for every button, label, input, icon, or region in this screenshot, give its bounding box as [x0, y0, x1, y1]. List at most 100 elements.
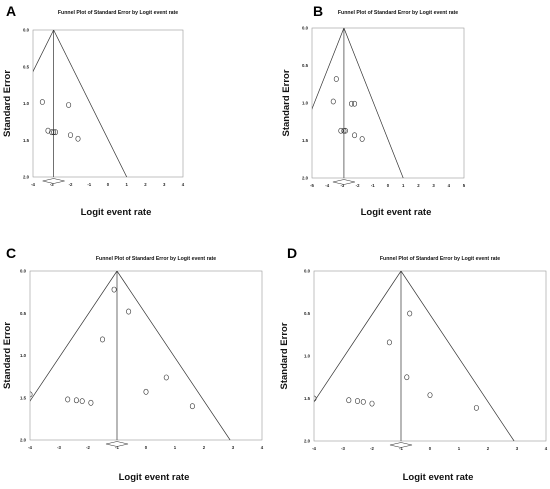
x-tick-label: -4: [325, 183, 329, 188]
study-point: [359, 136, 365, 142]
study-point: [49, 129, 55, 136]
x-tick-label: 2: [417, 183, 420, 188]
study-point: [346, 397, 352, 404]
x-tick-label: 3: [432, 183, 435, 188]
x-tick-label: 1: [174, 445, 177, 450]
summary-diamond: [105, 441, 129, 447]
y-tick-label: 1.5: [23, 138, 30, 143]
funnel-right-line: [400, 271, 515, 441]
x-tick-label: 4: [261, 445, 264, 450]
study-point: [369, 400, 375, 407]
x-tick-label: -3: [340, 183, 344, 188]
y-tick-label: 1.0: [304, 354, 311, 359]
x-tick-label: 2: [144, 182, 147, 187]
study-point: [51, 129, 57, 136]
panel-letter: D: [287, 245, 297, 261]
x-tick-label: 0: [429, 446, 432, 451]
study-point: [68, 132, 74, 139]
panel-b-chart: B Funnel Plot of Standard Error by Logit …: [281, 3, 466, 218]
study-point: [111, 286, 117, 293]
x-tick-label: -1: [87, 182, 91, 187]
plot-frame: [311, 27, 465, 179]
x-tick-label: 1: [402, 183, 405, 188]
study-point: [407, 310, 413, 317]
summary-diamond: [332, 179, 355, 185]
study-point: [75, 135, 81, 142]
panel-letter: C: [6, 245, 16, 261]
y-tick-label: 2.0: [304, 439, 311, 444]
funnel-left-line: [33, 30, 54, 73]
x-tick-label: -3: [341, 446, 345, 451]
y-tick-label: 2.0: [23, 175, 30, 180]
study-point: [143, 388, 149, 395]
y-tick-label: 1.0: [20, 353, 27, 358]
panel-letter: B: [313, 3, 323, 19]
summary-diamond: [389, 442, 413, 448]
x-tick-label: 3: [163, 182, 166, 187]
x-tick-label: -4: [312, 446, 316, 451]
x-tick-label: 0: [145, 445, 148, 450]
study-point: [330, 98, 336, 105]
funnel-right-line: [343, 28, 404, 178]
y-tick-label: 2.0: [302, 176, 309, 181]
study-point: [126, 308, 132, 315]
x-tick-label: -1: [371, 183, 375, 188]
funnel-right-line: [116, 271, 231, 440]
x-tick-label: 1: [126, 182, 129, 187]
y-tick-label: 0.0: [23, 28, 30, 33]
y-tick-label: 0.0: [302, 26, 309, 31]
x-tick-label: 3: [232, 445, 235, 450]
y-axis-label: Standard Error: [279, 322, 290, 389]
panel-c-chart: C Funnel Plot of Standard Error by Logit …: [2, 245, 264, 483]
x-axis-label: Logit event rate: [119, 472, 190, 483]
funnel-left-line: [312, 28, 345, 110]
x-tick-label: -3: [57, 445, 61, 450]
summary-diamond: [42, 178, 65, 184]
study-point: [52, 129, 58, 136]
study-point: [352, 132, 358, 139]
x-tick-label: -3: [50, 182, 54, 187]
y-tick-label: 1.5: [20, 395, 27, 400]
study-point: [352, 100, 358, 107]
study-point: [100, 336, 106, 343]
study-point: [65, 396, 71, 403]
y-tick-label: 0.5: [304, 311, 311, 316]
y-tick-label: 0.5: [23, 64, 30, 69]
study-point: [427, 392, 433, 398]
plot-frame: [29, 270, 263, 441]
chart-title: Funnel Plot of Standard Error by Logit e…: [338, 10, 458, 16]
x-axis-label: Logit event rate: [403, 472, 474, 483]
study-point: [189, 403, 195, 410]
study-point: [404, 374, 410, 381]
x-tick-label: 4: [182, 182, 185, 187]
x-tick-label: 2: [203, 445, 206, 450]
study-point: [45, 127, 51, 134]
y-tick-label: 1.5: [302, 138, 309, 143]
y-axis-label: Standard Error: [2, 70, 13, 137]
study-point: [73, 397, 79, 404]
x-tick-label: 0: [387, 183, 390, 188]
plot-frame: [32, 29, 184, 178]
chart-title: Funnel Plot of Standard Error by Logit e…: [58, 10, 178, 16]
chart-title: Funnel Plot of Standard Error by Logit e…: [96, 256, 216, 262]
x-tick-label: -2: [356, 183, 360, 188]
study-point: [386, 339, 392, 346]
x-tick-label: 3: [516, 446, 519, 451]
y-tick-label: 1.0: [23, 101, 30, 106]
y-tick-label: 1.0: [302, 101, 309, 106]
study-point: [473, 404, 479, 411]
x-tick-label: -1: [115, 445, 119, 450]
y-tick-label: 0.0: [304, 269, 311, 274]
study-point: [39, 99, 45, 105]
x-tick-label: -5: [310, 183, 314, 188]
x-axis-label: Logit event rate: [361, 207, 432, 218]
study-point: [342, 127, 348, 134]
study-point: [355, 398, 361, 404]
funnel-left-line: [314, 271, 402, 403]
plot-frame: [313, 270, 547, 442]
chart-title: Funnel Plot of Standard Error by Logit e…: [380, 256, 500, 262]
y-tick-label: 0.0: [20, 269, 27, 274]
panel-d-chart: D Funnel Plot of Standard Error by Logit …: [279, 245, 548, 483]
y-tick-label: 1.5: [304, 396, 311, 401]
study-point: [349, 100, 355, 107]
